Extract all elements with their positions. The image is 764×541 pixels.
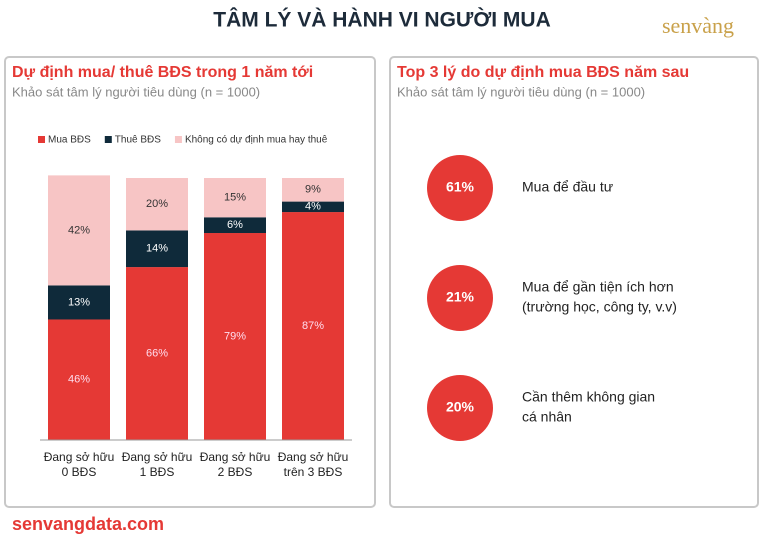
legend-label: Không có dự định mua hay thuê [185,135,328,146]
value-label: 87% [302,320,324,332]
reason-circle [427,265,493,331]
x-tick-label: Đang sở hữu 1 BĐS [121,450,193,479]
reason-text: Cần thêm không gian [522,389,655,405]
value-label: 79% [224,330,246,342]
reason-text: (trường học, công ty, v.v) [522,299,677,315]
legend-swatch [104,136,112,143]
x-tick-label: Đang sở hữu 2 BĐS [199,450,271,479]
bar-segment [126,267,188,440]
value-label: 13% [68,296,90,308]
reason-value: 21% [446,289,475,305]
bar-segment [282,178,344,202]
bar-segment [204,178,266,218]
logo: senvàng [662,13,734,38]
bar-segment [48,319,110,440]
value-label: 42% [68,224,90,236]
reason-text: Mua để đầu tư [522,179,613,195]
bar-segment [48,175,110,286]
value-label: 46% [68,374,90,386]
value-label: 20% [146,198,168,210]
left-panel [4,56,376,508]
value-label: 6% [227,219,243,231]
legend-swatch [38,136,45,143]
chart-title: Dự định mua/ thuê BĐS trong 1 năm tới [12,64,313,81]
reason-circle [427,155,493,221]
reasons-subtitle: Khảo sát tâm lý người tiêu dùng (n = 100… [397,84,645,99]
reason-text: Mua để gần tiện ích hơn [522,279,674,295]
bar-segment [126,230,188,268]
x-tick-label: Đang sở hữu 0 BĐS [43,450,115,479]
value-label: 9% [305,184,321,196]
chart-subtitle: Khảo sát tâm lý người tiêu dùng (n = 100… [12,84,260,99]
value-label: 66% [146,347,168,359]
value-label: 14% [146,243,168,255]
reason-value: 20% [446,399,475,415]
legend-swatch [174,136,182,143]
value-label: 4% [305,201,321,213]
value-label: 15% [224,192,246,204]
bar-segment [126,178,188,231]
legend-label: Thuê BĐS [115,135,161,146]
bar-segment [204,217,266,234]
legend-label: Mua BĐS [48,135,91,146]
reason-value: 61% [446,179,475,195]
reason-circle [427,375,493,441]
bar-segment [204,233,266,440]
x-tick-label: Đang sở hữu trên 3 BĐS [277,450,349,479]
page-title: TÂM LÝ VÀ HÀNH VI NGƯỜI MUA [213,8,551,32]
right-panel [389,56,759,508]
footer: senvangdata.com [12,514,164,534]
reason-text: cá nhân [522,409,572,425]
bar-segment [48,285,110,320]
reasons-title: Top 3 lý do dự định mua BĐS năm sau [397,64,689,81]
bar-segment [282,212,344,440]
bar-segment [282,201,344,213]
